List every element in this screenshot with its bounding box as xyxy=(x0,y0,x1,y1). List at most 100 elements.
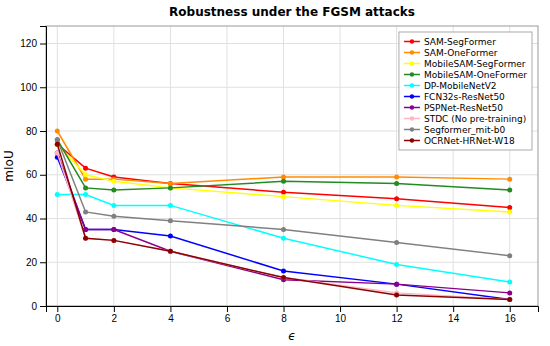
series-marker xyxy=(394,240,399,245)
x-tick-mark xyxy=(453,306,454,312)
y-tick: 60 xyxy=(26,169,46,180)
chart: 0246810121416020406080100120SAM-SegForme… xyxy=(0,0,550,346)
x-tick: 6 xyxy=(225,306,231,324)
series-marker xyxy=(83,177,88,182)
x-tick-label: 2 xyxy=(112,313,118,324)
series-line xyxy=(57,194,509,281)
series-marker xyxy=(281,179,286,184)
y-tick-mark xyxy=(40,219,46,220)
series-marker xyxy=(111,188,116,193)
y-tick-label: 80 xyxy=(26,126,38,137)
series-marker xyxy=(55,142,60,147)
series-marker xyxy=(168,249,173,254)
x-grid-line xyxy=(283,26,284,306)
x-tick-mark xyxy=(227,306,228,312)
series-marker xyxy=(507,188,512,193)
series-marker xyxy=(394,293,399,298)
series-marker xyxy=(168,234,173,239)
y-tick-mark xyxy=(40,306,46,307)
series-marker xyxy=(507,297,512,302)
y-tick-mark xyxy=(40,87,46,88)
x-tick: 4 xyxy=(168,306,174,324)
x-tick-mark xyxy=(510,306,511,312)
series-line xyxy=(57,144,509,207)
x-tick-mark xyxy=(114,306,115,312)
legend-item: OCRNet-HRNet-W18 xyxy=(404,136,515,146)
series-marker xyxy=(281,194,286,199)
legend-item: MobileSAM-SegFormer xyxy=(404,59,526,69)
legend-item: DP-MobileNetV2 xyxy=(404,81,497,91)
x-axis: 0246810121416 xyxy=(47,306,539,324)
legend-marker xyxy=(410,83,414,87)
series-marker xyxy=(83,185,88,190)
legend-item: SAM-OneFormer xyxy=(404,48,498,58)
series-line xyxy=(57,144,509,212)
series xyxy=(55,150,512,302)
series-marker xyxy=(507,297,512,302)
series xyxy=(55,142,512,210)
series-marker xyxy=(394,282,399,287)
y-tick-mark xyxy=(40,262,46,263)
series xyxy=(55,155,512,302)
legend-label: PSPNet-ResNet50 xyxy=(424,103,503,113)
series-marker xyxy=(168,218,173,223)
legend-label: MobileSAM-SegFormer xyxy=(424,59,526,69)
series-marker xyxy=(394,282,399,287)
legend-label: Segformer_mit-b0 xyxy=(424,125,505,135)
grid xyxy=(46,26,538,306)
y-tick-label: 40 xyxy=(26,213,38,224)
series-marker xyxy=(55,192,60,197)
series-marker xyxy=(281,275,286,280)
legend-marker xyxy=(410,138,414,142)
series-marker xyxy=(111,238,116,243)
series-marker xyxy=(83,192,88,197)
legend-marker xyxy=(410,39,414,43)
series-marker xyxy=(83,236,88,241)
legend-label: DP-MobileNetV2 xyxy=(424,81,497,91)
series-marker xyxy=(83,166,88,171)
series-marker xyxy=(394,196,399,201)
legend-marker xyxy=(410,105,414,109)
series-line xyxy=(57,157,509,299)
y-tick-mark xyxy=(40,175,46,176)
series-marker xyxy=(507,209,512,214)
series-marker xyxy=(507,290,512,295)
x-grid-line xyxy=(340,26,341,306)
x-tick-mark xyxy=(397,306,398,312)
y-tick: 80 xyxy=(26,126,46,137)
x-tick: 10 xyxy=(335,306,347,324)
x-tick-label: 0 xyxy=(55,313,61,324)
series-marker xyxy=(111,227,116,232)
y-tick-label: 100 xyxy=(20,82,37,93)
series-marker xyxy=(55,137,60,142)
series-marker xyxy=(111,179,116,184)
y-tick-label: 0 xyxy=(31,301,37,312)
legend-label: MobileSAM-OneFormer xyxy=(424,70,527,80)
series-marker xyxy=(168,181,173,186)
series-marker xyxy=(394,203,399,208)
legend-marker xyxy=(410,127,414,131)
series-marker xyxy=(55,142,60,147)
series-line xyxy=(57,140,509,256)
x-axis-line xyxy=(47,307,539,313)
series-marker xyxy=(111,227,116,232)
legend: SAM-SegFormerSAM-OneFormerMobileSAM-SegF… xyxy=(399,32,532,150)
y-grid-line xyxy=(46,262,538,263)
series-marker xyxy=(83,236,88,241)
x-tick-label: 10 xyxy=(335,313,347,324)
legend-label: STDC (No pre-training) xyxy=(424,114,526,124)
legend-label: OCRNet-HRNet-W18 xyxy=(424,136,515,146)
series-marker xyxy=(55,129,60,134)
y-tick-label: 60 xyxy=(26,169,38,180)
series-marker xyxy=(83,172,88,177)
y-tick: 0 xyxy=(31,301,46,312)
plot: 0246810121416020406080100120SAM-SegForme… xyxy=(20,26,538,324)
x-grid-line xyxy=(57,26,58,306)
x-tick-label: 14 xyxy=(448,313,460,324)
legend-marker xyxy=(410,72,414,76)
series-marker xyxy=(281,174,286,179)
series-marker xyxy=(111,214,116,219)
legend-item: MobileSAM-OneFormer xyxy=(404,70,527,80)
series-marker xyxy=(507,177,512,182)
series-marker xyxy=(394,174,399,179)
